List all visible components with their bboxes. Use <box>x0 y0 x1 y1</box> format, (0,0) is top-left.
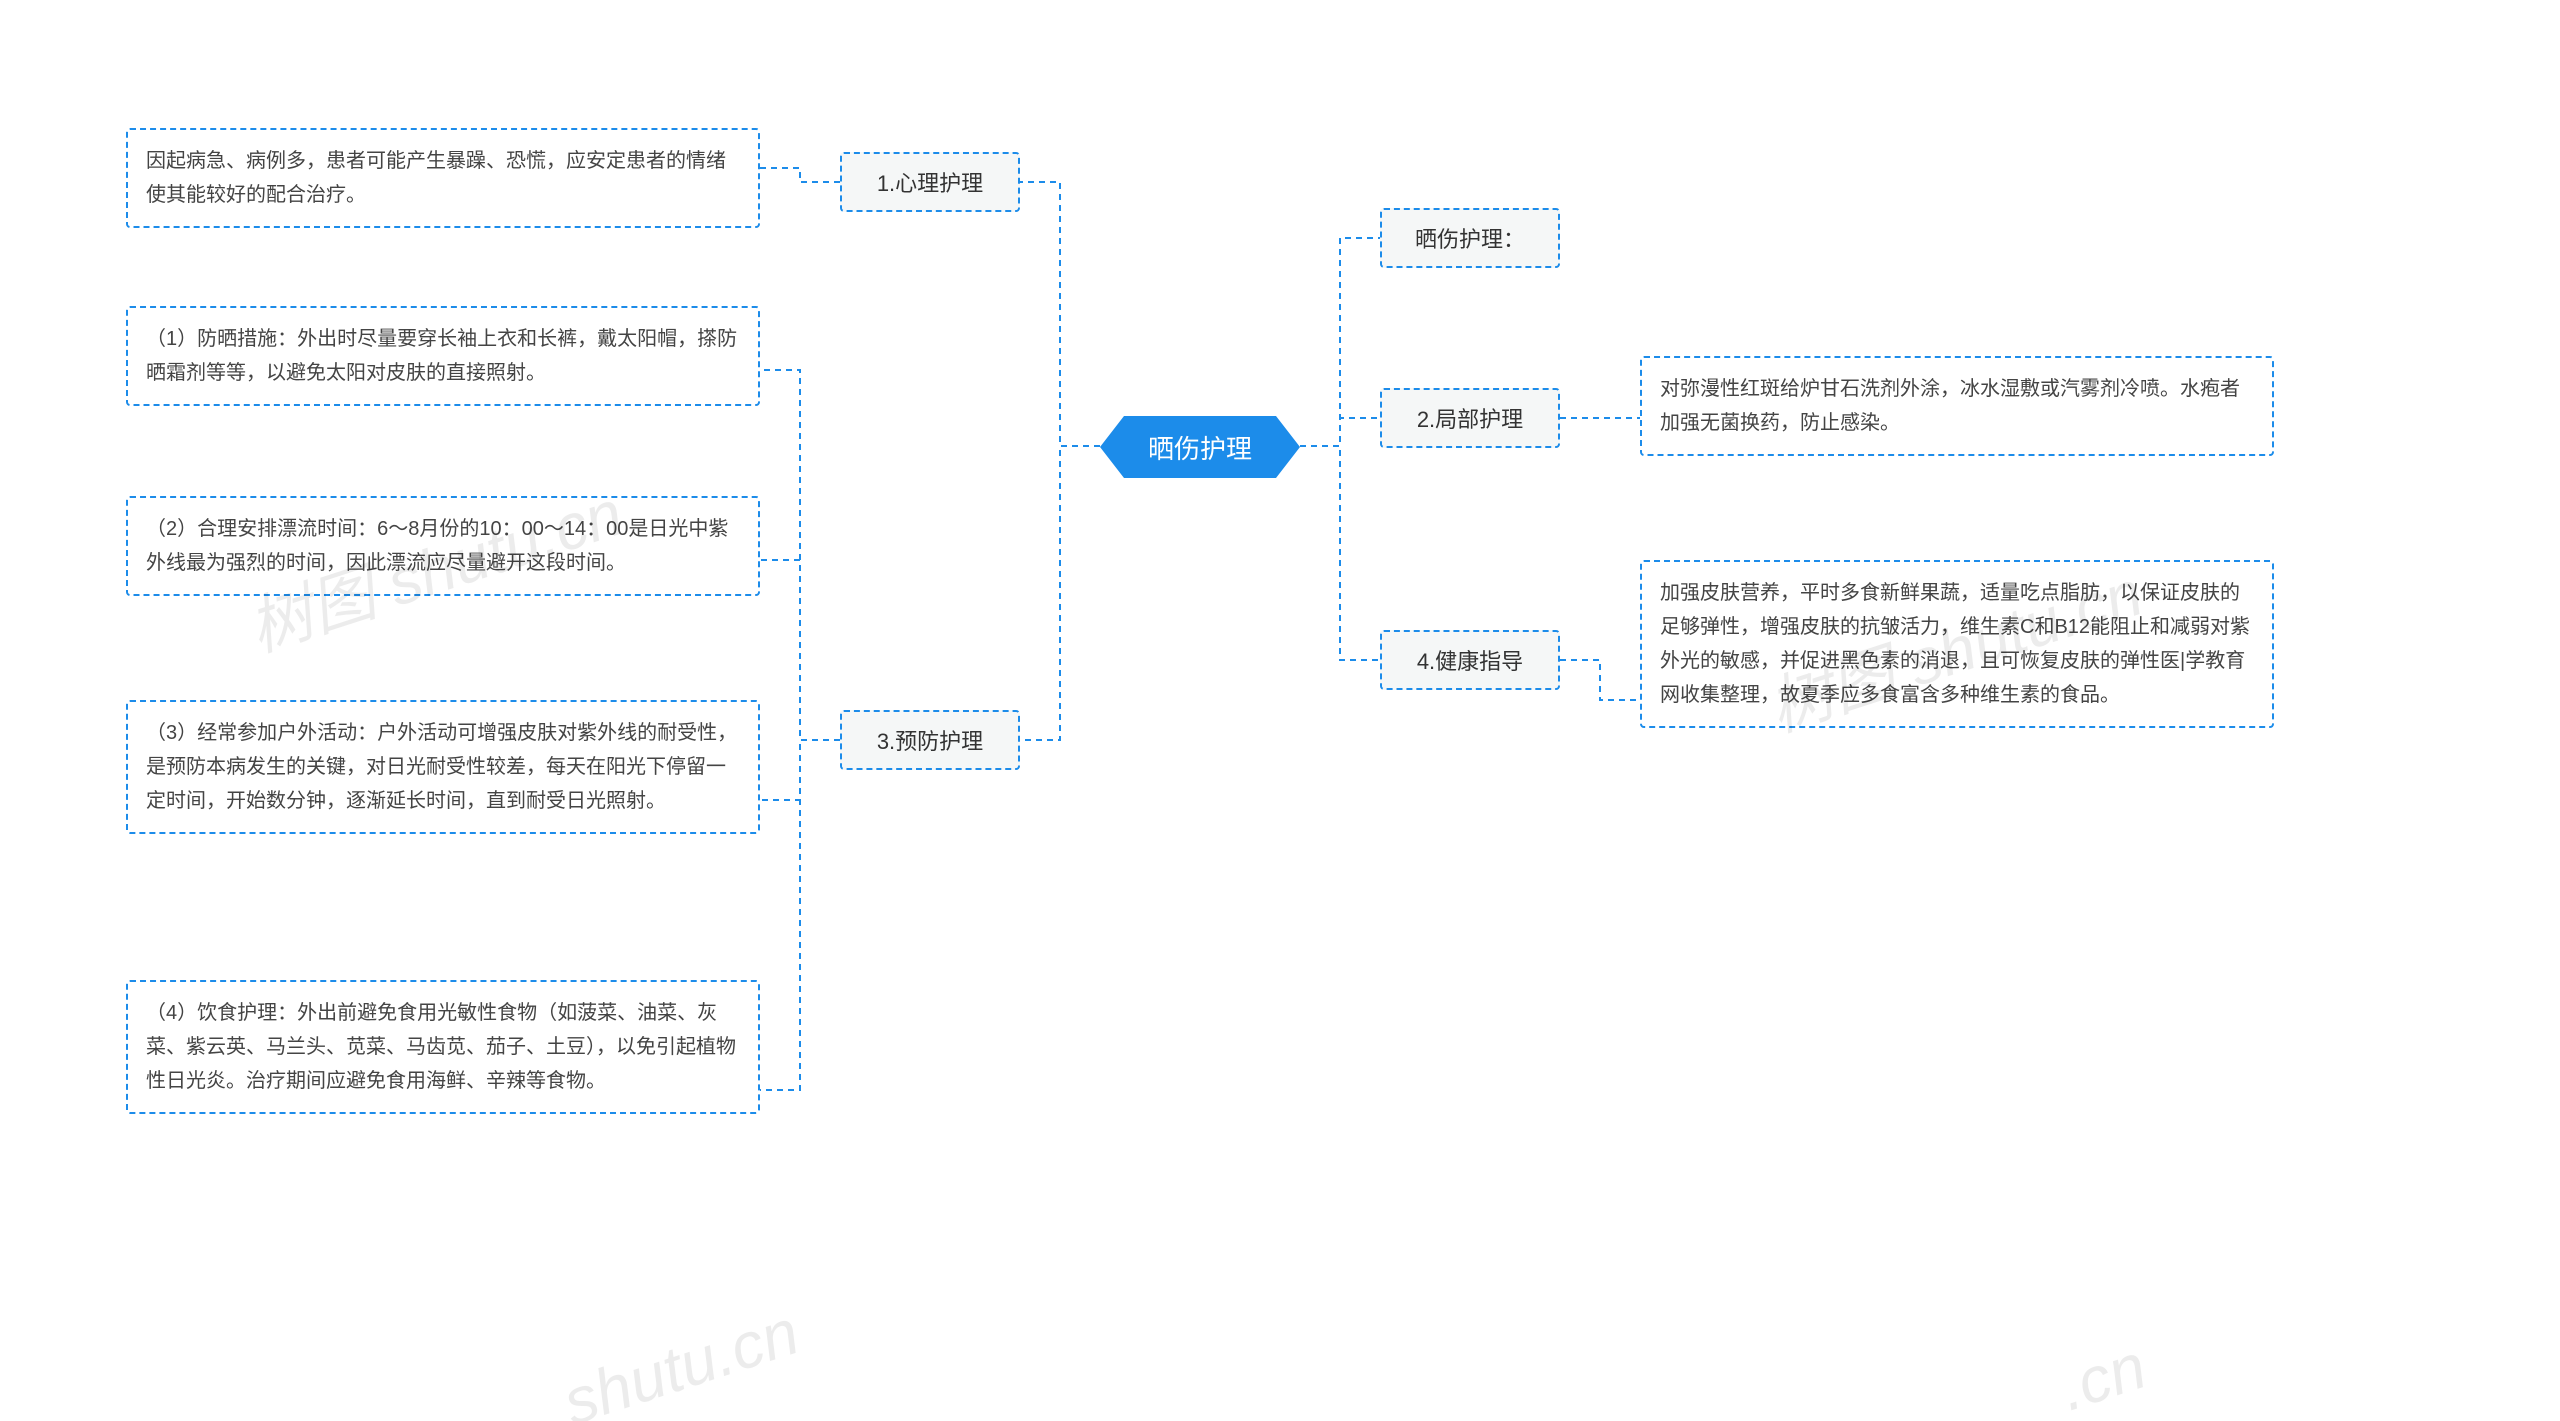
branch-prevention-care: 3.预防护理 <box>840 710 1020 770</box>
center-node: 晒伤护理 <box>1100 416 1300 478</box>
branch-local-care: 2.局部护理 <box>1380 388 1560 448</box>
watermark: .cn <box>2051 1329 2155 1421</box>
branch-label: 3.预防护理 <box>877 724 983 756</box>
leaf-text: （2）合理安排漂流时间：6～8月份的10：00～14：00是日光中紫外线最为强烈… <box>146 518 728 574</box>
leaf-text: 因起病急、病例多，患者可能产生暴躁、恐慌，应安定患者的情绪使其能较好的配合治疗。 <box>146 150 726 206</box>
leaf-text: （4）饮食护理：外出前避免食用光敏性食物（如菠菜、油菜、灰菜、紫云英、马兰头、苋… <box>146 1002 736 1092</box>
leaf-local-1: 对弥漫性红斑给炉甘石洗剂外涂，冰水湿敷或汽雾剂冷喷。水疱者加强无菌换药，防止感染… <box>1640 356 2274 456</box>
branch-label: 4.健康指导 <box>1417 644 1523 676</box>
leaf-text: 对弥漫性红斑给炉甘石洗剂外涂，冰水湿敷或汽雾剂冷喷。水疱者加强无菌换药，防止感染… <box>1660 378 2240 434</box>
leaf-prevention-2: （2）合理安排漂流时间：6～8月份的10：00～14：00是日光中紫外线最为强烈… <box>126 496 760 596</box>
leaf-text: （3）经常参加户外活动：户外活动可增强皮肤对紫外线的耐受性，是预防本病发生的关键… <box>146 722 737 812</box>
leaf-prevention-4: （4）饮食护理：外出前避免食用光敏性食物（如菠菜、油菜、灰菜、紫云英、马兰头、苋… <box>126 980 760 1114</box>
branch-label: 1.心理护理 <box>877 166 983 198</box>
leaf-health-1: 加强皮肤营养，平时多食新鲜果蔬，适量吃点脂肪，以保证皮肤的足够弹性，增强皮肤的抗… <box>1640 560 2274 728</box>
branch-psychological-care: 1.心理护理 <box>840 152 1020 212</box>
center-label: 晒伤护理 <box>1148 429 1252 466</box>
branch-health-guidance: 4.健康指导 <box>1380 630 1560 690</box>
leaf-psychological-1: 因起病急、病例多，患者可能产生暴躁、恐慌，应安定患者的情绪使其能较好的配合治疗。 <box>126 128 760 228</box>
branch-sunburn-care: 晒伤护理： <box>1380 208 1560 268</box>
leaf-prevention-3: （3）经常参加户外活动：户外活动可增强皮肤对紫外线的耐受性，是预防本病发生的关键… <box>126 700 760 834</box>
branch-label: 2.局部护理 <box>1417 402 1523 434</box>
leaf-text: 加强皮肤营养，平时多食新鲜果蔬，适量吃点脂肪，以保证皮肤的足够弹性，增强皮肤的抗… <box>1660 582 2250 706</box>
leaf-text: （1）防晒措施：外出时尽量要穿长袖上衣和长裤，戴太阳帽，搽防晒霜剂等等，以避免太… <box>146 328 737 384</box>
leaf-prevention-1: （1）防晒措施：外出时尽量要穿长袖上衣和长裤，戴太阳帽，搽防晒霜剂等等，以避免太… <box>126 306 760 406</box>
watermark: shutu.cn <box>554 1294 807 1421</box>
branch-label: 晒伤护理： <box>1415 222 1525 254</box>
